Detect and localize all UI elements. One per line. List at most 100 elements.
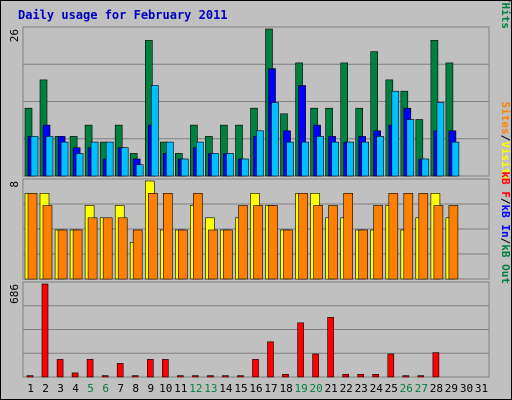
legend-separator: / bbox=[499, 198, 512, 205]
x-tick-label-day-4: 4 bbox=[72, 382, 79, 395]
bar-sites-day-9 bbox=[148, 193, 158, 280]
bar-sites-day-7 bbox=[117, 217, 128, 280]
bar-sites-day-18 bbox=[283, 229, 293, 280]
x-tick-label-day-25: 25 bbox=[385, 382, 398, 395]
bar-kb-f-day-23 bbox=[357, 373, 365, 378]
bar-kb-f-day-20 bbox=[312, 353, 319, 378]
legend-hits-files-pages: Pages/Files/Hits bbox=[499, 0, 512, 29]
x-tick-label-day-16: 16 bbox=[249, 382, 262, 395]
legend-item: kB F bbox=[499, 171, 512, 198]
legend-separator: / bbox=[499, 238, 512, 245]
x-tick-label-day-8: 8 bbox=[132, 382, 139, 395]
bar-sites-day-21 bbox=[328, 205, 338, 280]
bar-pages-day-19 bbox=[301, 141, 309, 177]
bar-pages-day-23 bbox=[361, 141, 370, 177]
bar-pages-day-4 bbox=[75, 153, 84, 177]
bar-sites-day-29 bbox=[448, 205, 459, 280]
x-tick-label-day-12: 12 bbox=[189, 382, 202, 395]
panel-hits-files-pages: 26 Pages/Files/Hits bbox=[8, 0, 512, 177]
x-tick-label-day-27: 27 bbox=[415, 382, 428, 395]
bar-sites-day-4 bbox=[72, 229, 83, 280]
bar-kb-f-day-7 bbox=[116, 363, 124, 378]
bar-kb-f-day-2 bbox=[41, 283, 49, 378]
bar-sites-day-24 bbox=[373, 205, 384, 280]
bar-pages-day-25 bbox=[391, 90, 400, 177]
bar-pages-day-9 bbox=[151, 85, 159, 177]
bar-pages-day-15 bbox=[241, 158, 249, 177]
bar-pages-day-12 bbox=[196, 141, 204, 177]
x-tick-label-day-9: 9 bbox=[147, 382, 154, 395]
bar-sites-day-26 bbox=[403, 193, 414, 280]
x-tick-label-day-22: 22 bbox=[340, 382, 353, 395]
bar-pages-day-29 bbox=[451, 141, 460, 177]
bar-sites-day-3 bbox=[57, 229, 68, 280]
legend-item: Visits bbox=[499, 141, 512, 181]
x-tick-label-day-14: 14 bbox=[219, 382, 233, 395]
x-tick-label-day-31: 31 bbox=[475, 382, 488, 395]
bar-pages-day-22 bbox=[346, 141, 355, 177]
x-tick-label-day-24: 24 bbox=[370, 382, 384, 395]
bar-kb-f-day-25 bbox=[387, 353, 395, 378]
bar-kb-f-day-27 bbox=[417, 375, 425, 378]
bar-sites-day-19 bbox=[298, 193, 308, 280]
bar-pages-day-10 bbox=[166, 141, 174, 177]
legend-item: kB Out bbox=[499, 244, 512, 284]
x-tick-label-day-18: 18 bbox=[279, 382, 292, 395]
bar-sites-day-20 bbox=[313, 205, 323, 280]
bar-pages-day-24 bbox=[376, 136, 385, 177]
bar-sites-day-22 bbox=[343, 193, 354, 280]
legend-visits-sites: Sites/Visits bbox=[499, 102, 512, 182]
bar-sites-day-2 bbox=[42, 205, 53, 280]
x-tick-label-day-6: 6 bbox=[102, 382, 109, 395]
x-axis-labels: 1 2 3 4 5 6 7 8 9 10 11 12 13 14 15 16 17 18 19 20 21 22 23 24 2… bbox=[27, 382, 488, 395]
bar-kb-f-day-12 bbox=[192, 375, 199, 378]
bar-kb-f-day-18 bbox=[282, 373, 289, 378]
x-tick-label-day-28: 28 bbox=[430, 382, 443, 395]
x-tick-label-day-23: 23 bbox=[355, 382, 368, 395]
x-tick-label-day-15: 15 bbox=[234, 382, 247, 395]
bar-pages-day-1 bbox=[30, 136, 39, 177]
bar-kb-f-day-19 bbox=[297, 322, 304, 378]
bar-kb-f-day-24 bbox=[372, 373, 380, 378]
bar-pages-day-6 bbox=[105, 141, 114, 177]
bar-pages-day-2 bbox=[45, 136, 54, 177]
bar-pages-day-27 bbox=[421, 158, 430, 177]
x-tick-label-day-21: 21 bbox=[325, 382, 338, 395]
bar-kb-f-day-26 bbox=[402, 375, 410, 378]
bar-pages-day-3 bbox=[60, 141, 69, 177]
bar-kb-f-day-16 bbox=[252, 359, 259, 378]
x-tick-label-day-13: 13 bbox=[204, 382, 217, 395]
bar-pages-day-26 bbox=[406, 119, 415, 177]
x-tick-label-day-3: 3 bbox=[57, 382, 64, 395]
x-tick-label-day-29: 29 bbox=[445, 382, 458, 395]
x-tick-label-day-20: 20 bbox=[309, 382, 322, 395]
x-tick-label-day-30: 30 bbox=[460, 382, 473, 395]
x-tick-label-day-2: 2 bbox=[42, 382, 49, 395]
bar-kb-f-day-4 bbox=[71, 372, 79, 378]
bar-pages-day-17 bbox=[271, 102, 279, 177]
chart-title: Daily usage for February 2011 bbox=[18, 8, 228, 22]
bar-sites-day-23 bbox=[358, 229, 369, 280]
legend-separator: / bbox=[499, 0, 512, 3]
bar-sites-day-10 bbox=[163, 193, 173, 280]
bar-sites-day-12 bbox=[193, 193, 203, 280]
bar-sites-day-6 bbox=[102, 217, 113, 280]
bar-kb-f-day-9 bbox=[147, 359, 154, 378]
y-max-label: 26 bbox=[8, 29, 21, 42]
bar-pages-day-14 bbox=[226, 153, 234, 177]
bar-sites-day-1 bbox=[27, 193, 38, 280]
x-tick-label-day-19: 19 bbox=[294, 382, 307, 395]
bar-sites-day-27 bbox=[418, 193, 429, 280]
bar-sites-day-16 bbox=[253, 205, 263, 280]
bar-kb-f-day-22 bbox=[342, 373, 350, 378]
legend-separator: / bbox=[499, 135, 512, 142]
bar-kb-f-day-10 bbox=[162, 359, 169, 378]
bar-sites-day-17 bbox=[268, 205, 278, 280]
bar-sites-day-25 bbox=[388, 193, 399, 280]
bar-pages-day-5 bbox=[90, 141, 99, 177]
bar-kb-f-day-8 bbox=[131, 375, 139, 378]
bar-sites-day-8 bbox=[132, 229, 143, 280]
